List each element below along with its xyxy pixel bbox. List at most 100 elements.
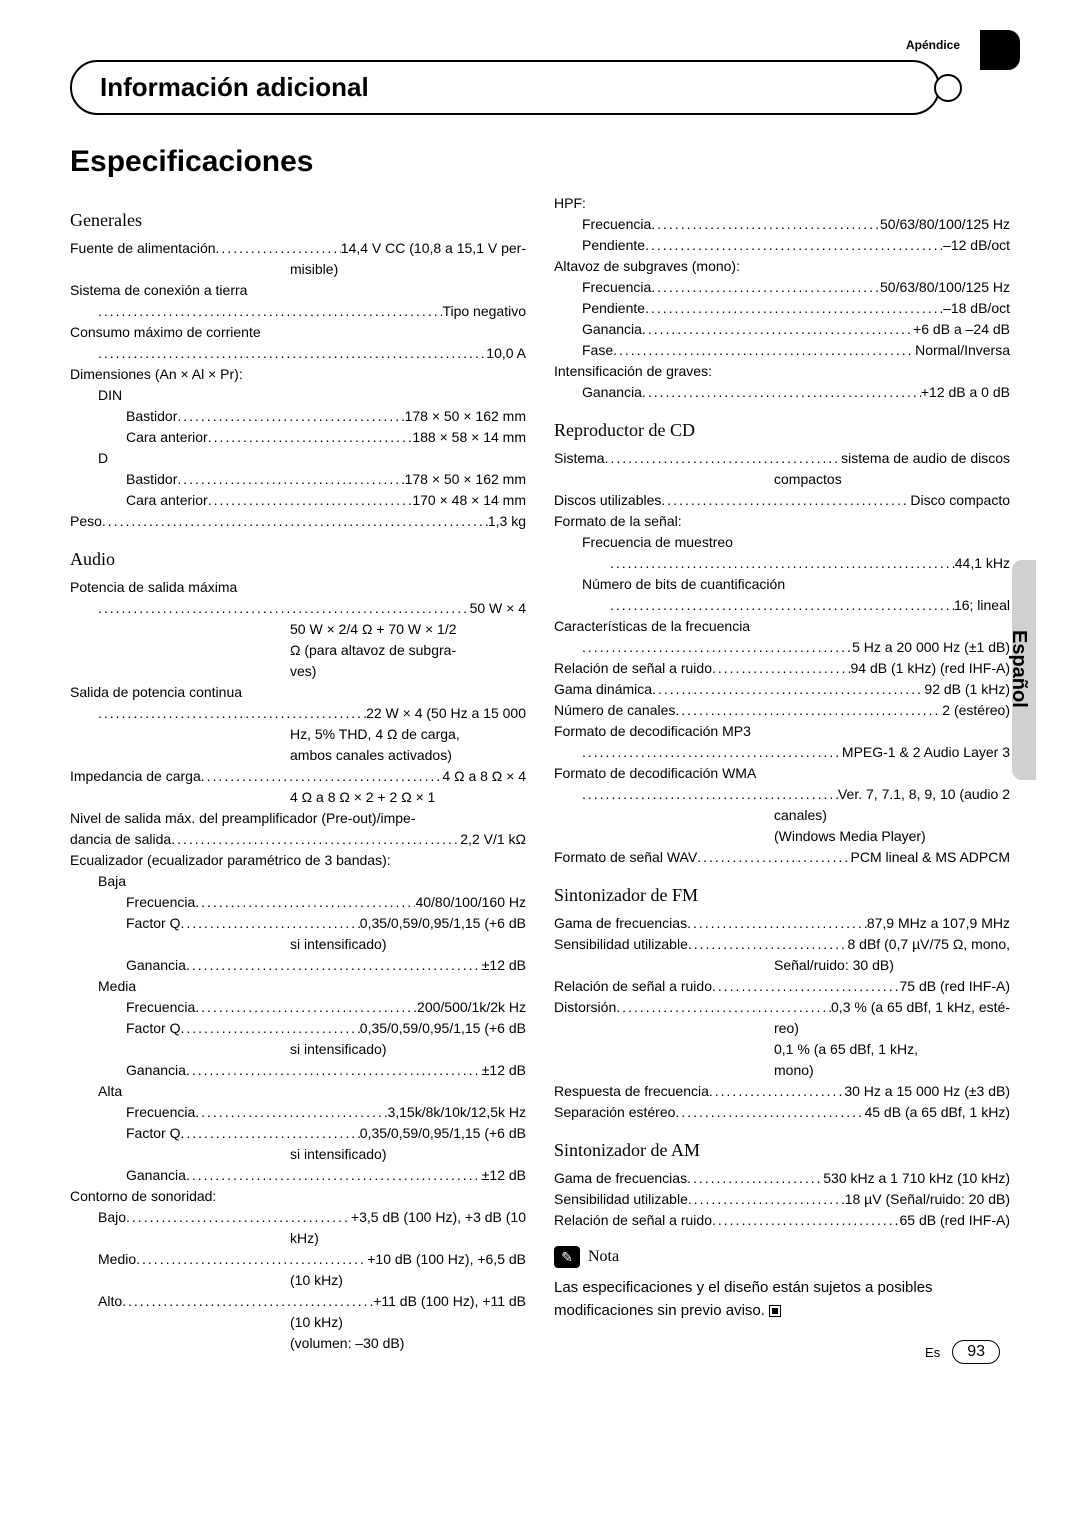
spec-label: Gama dinámica xyxy=(554,679,652,700)
spec-value: +11 dB (100 Hz), +11 dB xyxy=(373,1291,526,1312)
spec-label: Nivel de salida máx. del preamplificador… xyxy=(70,808,526,829)
spec-label: Bastidor xyxy=(126,406,177,427)
spec-label: Salida de potencia continua xyxy=(70,682,526,703)
spec-value: –12 dB/oct xyxy=(943,235,1010,256)
spec-value: 22 W × 4 (50 Hz a 15 000 xyxy=(366,703,526,724)
spec-value: 14,4 V CC (10,8 a 15,1 V per- xyxy=(341,238,526,259)
spec-value: 0,35/0,59/0,95/1,15 (+6 dB xyxy=(360,913,526,934)
eq-band: Baja xyxy=(70,871,526,892)
spec-label: Ecualizador (ecualizador paramétrico de … xyxy=(70,850,526,871)
spec-label: Ganancia xyxy=(126,955,186,976)
spec-cont: Ω (para altavoz de subgra- xyxy=(70,640,526,661)
spec-label: Frecuencia xyxy=(582,214,651,235)
spec-label: Frecuencia xyxy=(126,892,195,913)
spec-label: Altavoz de subgraves (mono): xyxy=(554,256,1010,277)
section-generales: Generales xyxy=(70,207,526,234)
spec-label: Respuesta de frecuencia xyxy=(554,1081,709,1102)
eq-band: Media xyxy=(70,976,526,997)
spec-label: Relación de señal a ruido xyxy=(554,658,712,679)
corner-tab xyxy=(980,30,1020,70)
spec-value: 200/500/1k/2k Hz xyxy=(417,997,526,1018)
spec-value: 2 (estéreo) xyxy=(942,700,1010,721)
spec-label: HPF: xyxy=(554,193,1010,214)
spec-value: 5 Hz a 20 000 Hz (±1 dB) xyxy=(852,637,1010,658)
spec-cont: compactos xyxy=(554,469,1010,490)
spec-value: sistema de audio de discos xyxy=(841,448,1010,469)
spec-value: 170 × 48 × 14 mm xyxy=(412,490,526,511)
spec-label: Fase xyxy=(582,340,613,361)
spec-label: Ganancia xyxy=(126,1060,186,1081)
spec-value: 1,3 kg xyxy=(488,511,526,532)
spec-label: Cara anterior xyxy=(126,490,208,511)
spec-cont: canales) xyxy=(554,805,1010,826)
spec-cont: 4 Ω a 8 Ω × 2 + 2 Ω × 1 xyxy=(70,787,526,808)
spec-label: Sensibilidad utilizable xyxy=(554,934,688,955)
spec-value: ±12 dB xyxy=(482,955,526,976)
section-cd: Reproductor de CD xyxy=(554,417,1010,444)
spec-value: Disco compacto xyxy=(910,490,1010,511)
spec-label: Fuente de alimentación xyxy=(70,238,216,259)
spec-label: Contorno de sonoridad: xyxy=(70,1186,526,1207)
spec-label: Intensificación de graves: xyxy=(554,361,1010,382)
spec-value: 50/63/80/100/125 Hz xyxy=(880,277,1010,298)
spec-value: PCM lineal & MS ADPCM xyxy=(851,847,1010,868)
spec-label: Frecuencia xyxy=(582,277,651,298)
spec-value: 75 dB (red IHF-A) xyxy=(900,976,1010,997)
spec-label: Formato de decodificación MP3 xyxy=(554,721,1010,742)
spec-value: Ver. 7, 7.1, 8, 9, 10 (audio 2 xyxy=(838,784,1010,805)
spec-value: 18 µV (Señal/ruido: 20 dB) xyxy=(845,1189,1010,1210)
spec-value: +12 dB a 0 dB xyxy=(921,382,1010,403)
spec-label: Frecuencia xyxy=(126,1102,195,1123)
spec-label: Frecuencia de muestreo xyxy=(554,532,1010,553)
spec-value: 178 × 50 × 162 mm xyxy=(405,469,526,490)
spec-cont: (volumen: –30 dB) xyxy=(70,1333,526,1354)
spec-value: 0,3 % (a 65 dBf, 1 kHz, esté- xyxy=(831,997,1010,1018)
spec-label: Factor Q xyxy=(126,913,180,934)
spec-label: Gama de frecuencias xyxy=(554,913,687,934)
spec-value: 188 × 58 × 14 mm xyxy=(412,427,526,448)
eq-band: Alta xyxy=(70,1081,526,1102)
content-columns: Generales Fuente de alimentación 14,4 V C… xyxy=(70,193,1010,1354)
spec-label: Separación estéreo xyxy=(554,1102,675,1123)
spec-label: Formato de decodificación WMA xyxy=(554,763,1010,784)
spec-cont: 50 W × 2/4 Ω + 70 W × 1/2 xyxy=(70,619,526,640)
spec-value: –18 dB/oct xyxy=(943,298,1010,319)
spec-cont: (Windows Media Player) xyxy=(554,826,1010,847)
spec-label: Medio xyxy=(98,1249,136,1270)
spec-label: Sensibilidad utilizable xyxy=(554,1189,688,1210)
spec-value: +6 dB a –24 dB xyxy=(913,319,1010,340)
spec-value: +3,5 dB (100 Hz), +3 dB (10 xyxy=(351,1207,526,1228)
spec-value: 4 Ω a 8 Ω × 4 xyxy=(442,766,526,787)
spec-label: Alto xyxy=(98,1291,122,1312)
side-language-label: Español xyxy=(1007,630,1030,708)
spec-label: Ganancia xyxy=(582,382,642,403)
spec-value: 178 × 50 × 162 mm xyxy=(405,406,526,427)
spec-value: ±12 dB xyxy=(482,1060,526,1081)
spec-cont: kHz) xyxy=(70,1228,526,1249)
spec-value: 50/63/80/100/125 Hz xyxy=(880,214,1010,235)
spec-cont: reo) xyxy=(554,1018,1010,1039)
spec-label: Pendiente xyxy=(582,298,645,319)
spec-value: 50 W × 4 xyxy=(470,598,526,619)
d-label: D xyxy=(70,448,526,469)
spec-label: Formato de la señal: xyxy=(554,511,1010,532)
spec-label: Gama de frecuencias xyxy=(554,1168,687,1189)
spec-value: Tipo negativo xyxy=(442,301,526,322)
spec-value: 92 dB (1 kHz) xyxy=(924,679,1010,700)
spec-label: Sistema de conexión a tierra xyxy=(70,280,526,301)
spec-value: 30 Hz a 15 000 Hz (±3 dB) xyxy=(844,1081,1010,1102)
note-header: ✎ Nota xyxy=(554,1245,1010,1269)
spec-cont: mono) xyxy=(554,1060,1010,1081)
spec-label: Bajo xyxy=(98,1207,126,1228)
page-number: 93 xyxy=(952,1340,1000,1364)
spec-value: 65 dB (red IHF-A) xyxy=(900,1210,1010,1231)
spec-value: +10 dB (100 Hz), +6,5 dB xyxy=(367,1249,526,1270)
footer-lang: Es xyxy=(925,1345,940,1360)
spec-label: Impedancia de carga xyxy=(70,766,201,787)
spec-label: Consumo máximo de corriente xyxy=(70,322,526,343)
section-am: Sintonizador de AM xyxy=(554,1137,1010,1164)
spec-label: Discos utilizables xyxy=(554,490,661,511)
spec-value: 45 dB (a 65 dBf, 1 kHz) xyxy=(864,1102,1010,1123)
spec-label: Relación de señal a ruido xyxy=(554,976,712,997)
spec-label: Factor Q xyxy=(126,1123,180,1144)
